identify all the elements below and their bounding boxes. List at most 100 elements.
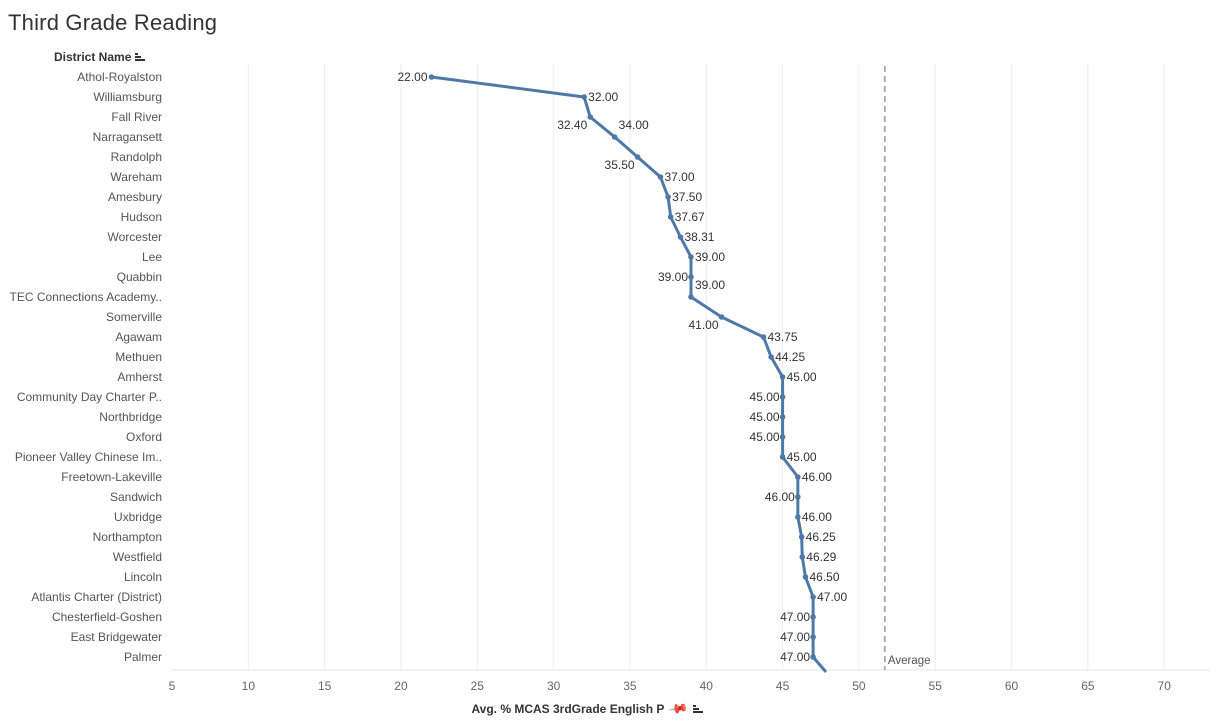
- row-label[interactable]: Atlantis Charter (District): [31, 590, 162, 604]
- row-label[interactable]: Randolph: [111, 150, 162, 164]
- row-label[interactable]: East Bridgewater: [71, 630, 162, 644]
- x-tick-label: 30: [547, 679, 561, 693]
- row-label[interactable]: Freetown-Lakeville: [61, 470, 162, 484]
- data-point[interactable]: [581, 94, 587, 100]
- pin-icon[interactable]: 📌: [667, 697, 690, 720]
- x-axis-ticks: 5 10 15 20 25 30 35 40 45 50 55 60 65 70: [169, 679, 1172, 693]
- data-label: 39.00: [695, 250, 725, 264]
- x-tick-label: 65: [1081, 679, 1095, 693]
- data-label: 46.00: [765, 490, 795, 504]
- row-label[interactable]: Uxbridge: [114, 510, 162, 524]
- row-label[interactable]: Agawam: [115, 330, 162, 344]
- data-label: 44.25: [775, 350, 805, 364]
- row-label[interactable]: Quabbin: [117, 270, 162, 284]
- row-label[interactable]: Community Day Charter P..: [17, 390, 162, 404]
- data-label: 43.75: [768, 330, 798, 344]
- row-label[interactable]: TEC Connections Academy..: [9, 290, 162, 304]
- row-header[interactable]: District Name: [54, 50, 146, 64]
- data-point[interactable]: [779, 414, 786, 420]
- data-label: 46.25: [806, 530, 836, 544]
- row-label[interactable]: Westfield: [113, 550, 162, 564]
- data-point[interactable]: [802, 574, 809, 580]
- data-point[interactable]: [428, 74, 435, 80]
- data-point[interactable]: [810, 634, 816, 640]
- data-label: 32.00: [588, 90, 618, 104]
- data-point[interactable]: [634, 154, 641, 160]
- x-tick-label: 60: [1005, 679, 1019, 693]
- data-point[interactable]: [798, 534, 805, 540]
- data-point[interactable]: [657, 174, 664, 180]
- data-point[interactable]: [810, 614, 816, 620]
- data-point[interactable]: [779, 434, 786, 440]
- data-point[interactable]: [799, 554, 806, 560]
- data-point[interactable]: [779, 394, 786, 400]
- row-label[interactable]: Pioneer Valley Chinese Im..: [15, 450, 162, 464]
- row-label[interactable]: Somerville: [106, 310, 162, 324]
- x-tick-label: 45: [776, 679, 790, 693]
- data-label: 45.00: [750, 430, 780, 444]
- data-label: 45.00: [750, 410, 780, 424]
- row-label[interactable]: Hudson: [121, 210, 162, 224]
- sort-descending-icon[interactable]: [692, 704, 704, 714]
- data-point[interactable]: [718, 314, 725, 320]
- x-tick-label: 5: [169, 679, 176, 693]
- x-tick-label: 10: [242, 679, 256, 693]
- data-point[interactable]: [779, 454, 786, 460]
- row-label[interactable]: Narragansett: [93, 130, 163, 144]
- data-point[interactable]: [795, 514, 801, 520]
- sort-descending-icon[interactable]: [135, 52, 146, 62]
- row-label[interactable]: Northampton: [93, 530, 162, 544]
- row-label[interactable]: Wareham: [110, 170, 162, 184]
- data-label: 32.40: [557, 118, 587, 132]
- data-point[interactable]: [810, 594, 816, 600]
- data-label: 45.00: [787, 450, 817, 464]
- row-label[interactable]: Methuen: [115, 350, 162, 364]
- data-label: 39.00: [695, 278, 725, 292]
- row-label[interactable]: Sandwich: [110, 490, 162, 504]
- row-label[interactable]: Fall River: [111, 110, 162, 124]
- data-point[interactable]: [688, 274, 694, 280]
- data-point[interactable]: [795, 474, 801, 480]
- x-axis-label: Avg. % MCAS 3rdGrade English P: [471, 702, 665, 716]
- line-chart: 5 10 15 20 25 30 35 40 45 50 55 60 65 70 Athol-Royals…: [9, 64, 1210, 693]
- reference-line-label: Average: [888, 655, 931, 667]
- data-point[interactable]: [688, 254, 694, 260]
- row-label[interactable]: Amesbury: [108, 190, 162, 204]
- data-label: 47.00: [780, 610, 810, 624]
- row-label[interactable]: Lincoln: [124, 570, 162, 584]
- gridlines: [172, 64, 1210, 671]
- data-label: 22.00: [397, 70, 427, 84]
- row-header-label: District Name: [54, 50, 132, 64]
- x-tick-label: 35: [623, 679, 637, 693]
- data-point[interactable]: [779, 374, 786, 380]
- data-label: 47.00: [817, 590, 847, 604]
- row-label[interactable]: Worcester: [108, 230, 162, 244]
- x-tick-label: 70: [1158, 679, 1172, 693]
- row-label[interactable]: Amherst: [117, 370, 162, 384]
- row-label[interactable]: Northbridge: [99, 410, 162, 424]
- row-label[interactable]: Williamsburg: [93, 90, 162, 104]
- row-label[interactable]: Athol-Royalston: [77, 70, 162, 84]
- data-point[interactable]: [795, 494, 801, 500]
- x-tick-label: 25: [471, 679, 485, 693]
- data-point[interactable]: [667, 214, 674, 220]
- data-point[interactable]: [768, 354, 774, 360]
- row-label[interactable]: Palmer: [124, 650, 162, 664]
- data-point[interactable]: [587, 114, 594, 120]
- row-label[interactable]: Oxford: [126, 430, 162, 444]
- data-point[interactable]: [611, 134, 618, 140]
- data-label: 37.67: [675, 210, 705, 224]
- data-point[interactable]: [665, 194, 671, 200]
- data-label: 47.00: [780, 650, 810, 664]
- data-label: 46.00: [802, 470, 832, 484]
- data-point[interactable]: [760, 334, 767, 340]
- data-point[interactable]: [677, 234, 684, 240]
- data-label: 37.50: [672, 190, 702, 204]
- row-label[interactable]: Lee: [142, 250, 162, 264]
- data-label: 34.00: [619, 118, 649, 132]
- data-point[interactable]: [688, 294, 694, 300]
- data-label: 37.00: [664, 170, 694, 184]
- row-label[interactable]: Chesterfield-Goshen: [52, 610, 162, 624]
- data-point[interactable]: [810, 654, 816, 660]
